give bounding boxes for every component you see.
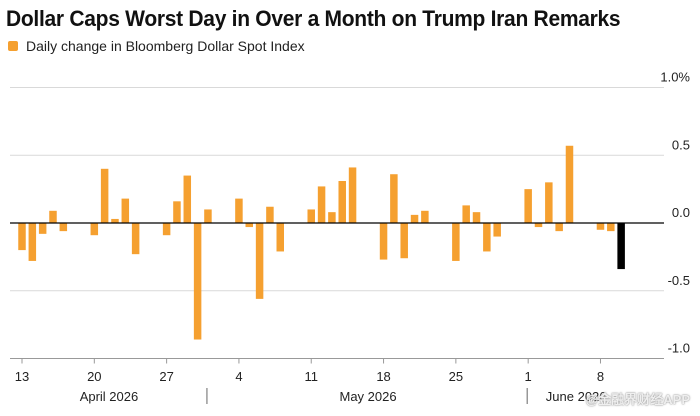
bar bbox=[59, 223, 68, 232]
bar bbox=[390, 174, 398, 223]
bar bbox=[524, 189, 532, 223]
bar bbox=[131, 223, 140, 255]
bar bbox=[266, 206, 274, 223]
y-tick-label: -1.0 bbox=[668, 341, 690, 356]
bar bbox=[317, 186, 326, 223]
bar bbox=[555, 223, 563, 232]
bar bbox=[565, 145, 574, 223]
bar bbox=[421, 210, 429, 223]
legend-swatch bbox=[8, 41, 18, 51]
y-tick-label: 0.0 bbox=[672, 205, 690, 220]
bar bbox=[18, 223, 26, 251]
x-tick-label: 1 bbox=[525, 369, 532, 384]
bar bbox=[235, 198, 243, 223]
bar bbox=[111, 218, 119, 223]
bar bbox=[49, 210, 57, 223]
bar bbox=[338, 180, 346, 223]
y-tick-label: 1.0% bbox=[660, 70, 690, 85]
bar bbox=[348, 167, 357, 223]
bar bbox=[100, 168, 109, 223]
bar bbox=[493, 223, 501, 237]
legend-label: Daily change in Bloomberg Dollar Spot In… bbox=[26, 38, 305, 54]
bar bbox=[596, 223, 605, 230]
bar bbox=[607, 223, 615, 232]
bar bbox=[183, 175, 192, 223]
bar bbox=[162, 223, 171, 236]
x-tick-label: 11 bbox=[304, 369, 318, 384]
x-tick-label: 20 bbox=[87, 369, 101, 384]
x-tick-label: 25 bbox=[449, 369, 463, 384]
bar bbox=[452, 223, 460, 261]
bar bbox=[534, 223, 543, 228]
bar bbox=[245, 223, 254, 228]
bar bbox=[483, 223, 491, 252]
month-label: June 2026 bbox=[546, 389, 607, 404]
bar bbox=[204, 209, 212, 223]
month-label: April 2026 bbox=[80, 389, 139, 404]
bar bbox=[400, 223, 408, 259]
bar bbox=[173, 201, 181, 223]
bar bbox=[90, 223, 99, 236]
bar bbox=[410, 214, 419, 223]
bar bbox=[379, 223, 388, 260]
y-tick-label: 0.5 bbox=[672, 137, 690, 152]
bar bbox=[121, 198, 130, 223]
x-tick-label: 18 bbox=[376, 369, 390, 384]
bar bbox=[28, 223, 37, 261]
chart-title: Dollar Caps Worst Day in Over a Month on… bbox=[6, 6, 621, 31]
bar bbox=[472, 212, 481, 223]
x-tick-label: 8 bbox=[597, 369, 604, 384]
x-tick-label: 4 bbox=[235, 369, 242, 384]
y-tick-label: -0.5 bbox=[668, 273, 690, 288]
legend: Daily change in Bloomberg Dollar Spot In… bbox=[8, 38, 305, 54]
bar bbox=[307, 209, 315, 223]
bar bbox=[38, 223, 47, 234]
bar bbox=[255, 223, 264, 299]
bar bbox=[276, 223, 284, 252]
bar bbox=[462, 205, 470, 223]
x-tick-label: 13 bbox=[15, 369, 29, 384]
bar bbox=[193, 223, 202, 340]
x-tick-label: 27 bbox=[159, 369, 173, 384]
bar bbox=[617, 223, 625, 270]
watermark: @金融界财经APP bbox=[585, 392, 690, 407]
bar bbox=[328, 212, 336, 223]
bar bbox=[545, 182, 553, 223]
month-label: May 2026 bbox=[340, 389, 397, 404]
